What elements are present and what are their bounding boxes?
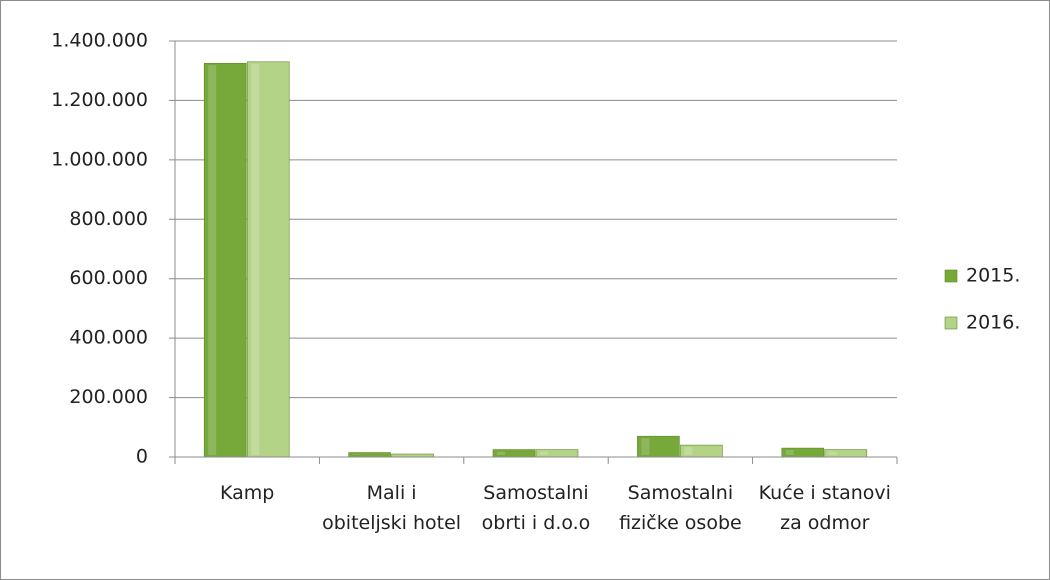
bar-highlight xyxy=(684,447,693,455)
y-tick-label: 400.000 xyxy=(69,327,148,349)
bar-highlight xyxy=(785,450,794,455)
legend-label: 2015. xyxy=(966,265,1020,287)
x-tick-label: Mali i obiteljski hotel xyxy=(322,482,462,534)
y-tick-label: 800.000 xyxy=(69,208,148,230)
y-tick-label: 1.000.000 xyxy=(51,148,148,170)
bar-highlight xyxy=(828,451,837,455)
bar-highlight xyxy=(641,438,650,455)
y-tick-label: 0 xyxy=(136,446,148,468)
y-tick-label: 200.000 xyxy=(69,386,148,408)
y-tick-label: 1.400.000 xyxy=(51,30,148,52)
x-tick-label: Kamp xyxy=(220,482,275,504)
bar-highlight xyxy=(540,451,548,455)
y-tick-label: 1.200.000 xyxy=(51,89,148,111)
legend-swatch xyxy=(944,269,958,283)
x-tick-label: Kuće i stanovi za odmor xyxy=(758,482,891,534)
bar xyxy=(203,62,247,458)
bar-highlight xyxy=(251,63,260,456)
x-tick-label: Samostalni fizičke osobe xyxy=(619,482,742,534)
bar-highlight xyxy=(208,65,217,456)
bar xyxy=(246,61,290,458)
legend-swatch xyxy=(944,316,958,330)
legend-label: 2016. xyxy=(966,312,1020,334)
y-tick-label: 600.000 xyxy=(69,267,148,289)
bar-highlight xyxy=(497,451,505,455)
x-tick-label: Samostalni obrti i d.o.o xyxy=(481,482,591,534)
